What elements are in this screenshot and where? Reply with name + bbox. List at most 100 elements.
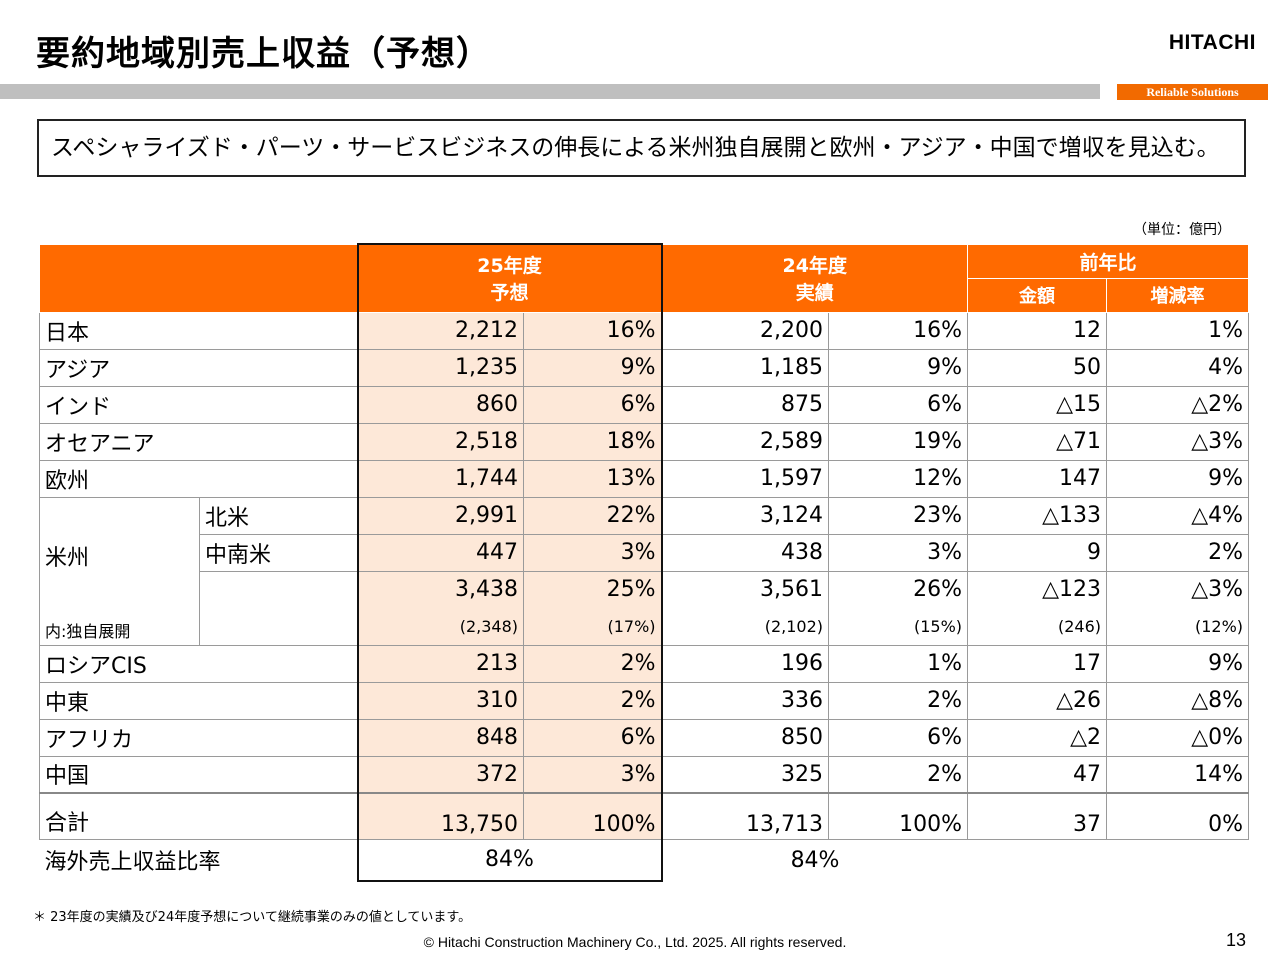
fy25-share: 9% — [522, 348, 663, 387]
yoy-rate: 9% — [1106, 459, 1250, 498]
fy25-overseas-ratio: 84% — [356, 838, 663, 882]
unit-label: （単位：億円） — [1133, 222, 1231, 238]
yoy-amount: 9 — [967, 533, 1108, 572]
table-row: アジア 1,235 9% 1,185 9% 50 4% — [39, 348, 1250, 387]
header-fy24: 24年度 実績 — [661, 243, 969, 313]
table-row: オセアニア 2,518 18% 2,589 19% △71 △3% — [39, 422, 1250, 461]
yoy-rate: 0% — [1106, 792, 1250, 840]
row-label: 海外売上収益比率 — [44, 850, 221, 876]
yoy-rate: △3% — [1106, 422, 1250, 461]
row-label: オセアニア — [39, 422, 358, 461]
yoy-amount: 47 — [967, 755, 1108, 794]
fy25-share: (17%) — [522, 608, 663, 646]
yoy-rate: 14% — [1106, 755, 1250, 794]
yoy-amount: △15 — [967, 385, 1108, 424]
footnote: ＊ 23年度の実績及び24年度予想について継続事業のみの値としています。 — [33, 910, 472, 925]
regional-revenue-table: 25年度 予想 24年度 実績 前年比 金額 増減率 日本 2,212 16% … — [39, 243, 1250, 882]
fy24-share: 26% — [828, 570, 969, 608]
yoy-amount: 50 — [967, 348, 1108, 387]
fy24-share: 100% — [828, 792, 969, 840]
fy24-share: 2% — [828, 681, 969, 720]
table-row: ロシアCIS 213 2% 196 1% 17 9% — [39, 644, 1250, 683]
fy24-value: 1,597 — [661, 459, 830, 498]
fy24-value: 336 — [661, 681, 830, 720]
table-row: 欧州 1,744 13% 1,597 12% 147 9% — [39, 459, 1250, 498]
fy25-value: 372 — [356, 755, 524, 794]
table-row: 中東 310 2% 336 2% △26 △8% — [39, 681, 1250, 720]
row-label: ロシアCIS — [39, 644, 358, 683]
header-fy25-year: 25年度 — [477, 255, 542, 278]
summary-banner: スペシャライズド・パーツ・サービスビジネスの伸長による米州独自展開と欧州・アジア… — [37, 119, 1246, 177]
title-underline-bar — [0, 84, 1100, 99]
fy25-value: 848 — [356, 718, 524, 757]
row-label: 北米 — [199, 496, 358, 535]
row-label: 日本 — [39, 311, 358, 350]
fy24-share: 19% — [828, 422, 969, 461]
fy25-share: 25% — [522, 570, 663, 608]
ratio-spacer — [968, 839, 1249, 881]
fy25-value: 213 — [356, 644, 524, 683]
fy25-value: 2,991 — [356, 496, 524, 535]
fy25-share: 6% — [522, 718, 663, 757]
header-fy24-year: 24年度 — [782, 255, 847, 277]
fy24-overseas-ratio: 84% — [790, 847, 840, 873]
fy24-value: 875 — [661, 385, 830, 424]
fy25-value: 2,212 — [356, 311, 524, 350]
yoy-amount: 147 — [967, 459, 1108, 498]
fy24-share: 6% — [828, 385, 969, 424]
fy25-share: 22% — [522, 496, 663, 535]
fy24-value: 13,713 — [661, 792, 830, 840]
fy25-value: 310 — [356, 681, 524, 720]
row-label: アフリカ — [39, 718, 358, 757]
row-label: アジア — [39, 348, 358, 387]
table-row: (2,348) (17%) (2,102) (15%) (246) (12%) — [40, 608, 1250, 646]
page-title: 要約地域別売上収益（予想） — [36, 34, 491, 74]
yoy-amount: △2 — [967, 718, 1108, 757]
yoy-rate: 2% — [1106, 533, 1250, 572]
fy25-value: 1,235 — [356, 348, 524, 387]
yoy-amount: △123 — [967, 570, 1108, 608]
header-fy24-type: 実績 — [795, 282, 834, 304]
fy24-share: 12% — [828, 459, 969, 498]
table-row: 米州 内:独自展開 北米 2,991 22% 3,124 23% △133 △4… — [39, 496, 1250, 646]
hitachi-logo: HITACHI — [1168, 31, 1256, 54]
tagline-badge: Reliable Solutions — [1117, 84, 1268, 100]
header-blank — [39, 243, 358, 313]
fy25-share: 13% — [522, 459, 663, 498]
fy25-value: 2,518 — [356, 422, 524, 461]
fy24-share: 6% — [828, 718, 969, 757]
americas-label: 米州 — [45, 545, 90, 571]
fy25-value: 1,744 — [356, 459, 524, 498]
fy24-share: 2% — [828, 755, 969, 794]
fy24-share: 23% — [828, 496, 969, 535]
fy25-share: 100% — [522, 792, 663, 840]
total-row: 合計 13,750 100% 13,713 100% 37 0% — [39, 792, 1250, 840]
fy25-value: 447 — [356, 533, 524, 572]
fy24-value: 1,185 — [661, 348, 830, 387]
yoy-rate: △0% — [1106, 718, 1250, 757]
page-number: 13 — [1225, 930, 1246, 950]
fy25-share: 6% — [522, 385, 663, 424]
yoy-rate: 9% — [1106, 644, 1250, 683]
yoy-amount: 17 — [967, 644, 1108, 683]
fy25-share: 16% — [522, 311, 663, 350]
fy24-share: 9% — [828, 348, 969, 387]
fy24-value: (2,102) — [661, 608, 830, 646]
fy24-share: 1% — [828, 644, 969, 683]
americas-own-label: 内:独自展開 — [45, 621, 131, 641]
yoy-rate: 1% — [1106, 311, 1250, 350]
americas-group-label: 米州 内:独自展開 — [39, 496, 200, 646]
yoy-rate: (12%) — [1106, 608, 1250, 646]
row-label: 欧州 — [39, 459, 358, 498]
table-row: 日本 2,212 16% 2,200 16% 12 1% — [39, 311, 1250, 350]
fy25-share: 2% — [522, 644, 663, 683]
yoy-amount: △26 — [967, 681, 1108, 720]
table-row: インド 860 6% 875 6% △15 △2% — [39, 385, 1250, 424]
fy24-value: 438 — [661, 533, 830, 572]
fy25-share: 3% — [522, 533, 663, 572]
fy25-value: 13,750 — [356, 792, 524, 840]
header-row-2: 金額 増減率 — [40, 277, 1250, 313]
fy24-value: 196 — [661, 644, 830, 683]
yoy-rate: △2% — [1106, 385, 1250, 424]
fy25-share: 18% — [522, 422, 663, 461]
